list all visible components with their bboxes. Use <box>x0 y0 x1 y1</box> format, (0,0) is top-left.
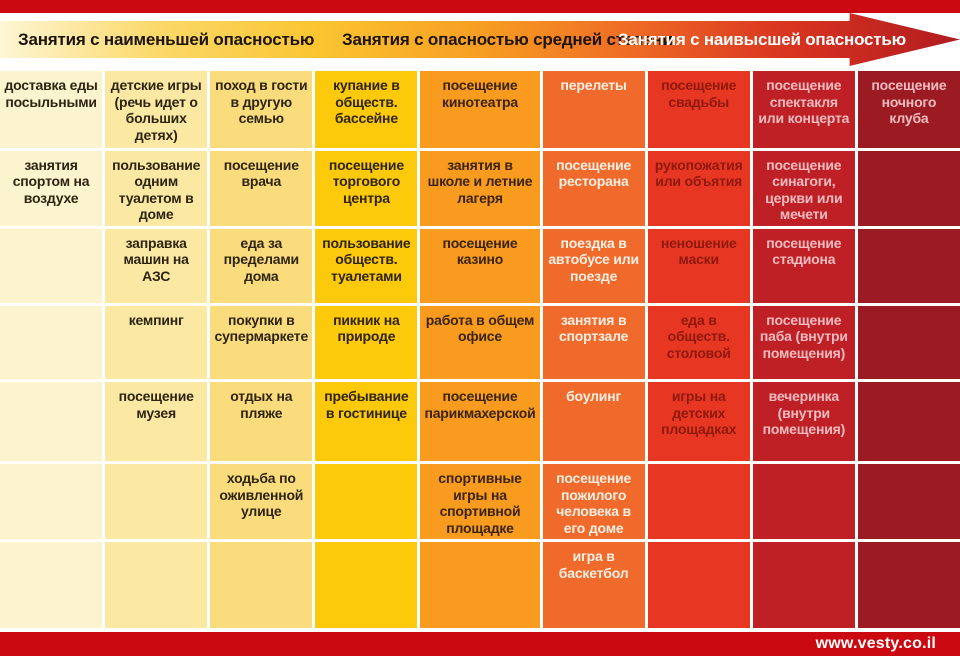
risk-column-5: посещение кинотеатра занятия в школе и ле… <box>420 71 540 628</box>
risk-column-2: детские игры (речь идет о больших детях)… <box>105 71 208 628</box>
risk-cell-r4-c3: покупки в супермаркете <box>210 305 313 380</box>
risk-cell-r4-c8: посещение паба (внутри помещения) <box>752 305 855 380</box>
risk-cell-r4-c7: еда в обществ. столовой <box>647 305 750 380</box>
risk-cell-r5-c6: боулинг <box>542 382 645 462</box>
risk-cell-r1-c3: поход в гости в другую семью <box>210 71 313 148</box>
risk-column-7: посещение свадьбы рукопожатия или объятия… <box>647 71 750 628</box>
risk-cell-r3-c2: заправка машин на АЗС <box>105 228 208 303</box>
risk-cell-r4-c6: занятия в спортзале <box>542 305 645 380</box>
risk-column-3: поход в гости в другую семью посещение вр… <box>210 71 313 628</box>
risk-cell-r5-c8: вечеринка (внутри помещения) <box>752 382 855 462</box>
risk-cell-r7-c8 <box>752 542 855 628</box>
risk-cell-r2-c7: рукопожатия или объятия <box>647 150 750 226</box>
footer-bar: www.vesty.co.il <box>0 632 960 656</box>
risk-cell-r7-c5 <box>420 542 540 628</box>
risk-cell-r4-c9 <box>857 305 960 380</box>
risk-cell-r6-c2 <box>105 464 208 540</box>
risk-cell-r6-c3: ходьба по оживленной улице <box>210 464 313 540</box>
risk-cell-r6-c8 <box>752 464 855 540</box>
risk-cell-r7-c9 <box>857 542 960 628</box>
risk-column-4: купание в обществ. бассейне посещение тор… <box>315 71 418 628</box>
risk-cell-r4-c4: пикник на природе <box>315 305 418 380</box>
risk-cell-r3-c8: посещение стадиона <box>752 228 855 303</box>
header-least-risk: Занятия с наименьшей опасностью <box>18 29 315 49</box>
risk-cell-r1-c2: детские игры (речь идет о больших детях) <box>105 71 208 148</box>
risk-cell-r6-c1 <box>0 464 103 540</box>
risk-cell-r1-c6: перелеты <box>542 71 645 148</box>
risk-cell-r2-c2: пользование одним туалетом в доме <box>105 150 208 226</box>
risk-cell-r5-c5: посещение парикмахерской <box>420 382 540 462</box>
risk-cell-r2-c8: посещение синагоги, церкви или мечети <box>752 150 855 226</box>
risk-cell-r3-c1 <box>0 228 103 303</box>
risk-cell-r2-c9 <box>857 150 960 226</box>
risk-cell-r1-c5: посещение кинотеатра <box>420 71 540 148</box>
risk-cell-r3-c6: поездка в автобусе или поезде <box>542 228 645 303</box>
header-highest-risk: Занятия с наивысшей опасностью <box>617 29 906 49</box>
risk-cell-r2-c3: посещение врача <box>210 150 313 226</box>
risk-cell-r5-c2: посещение музея <box>105 382 208 462</box>
risk-cell-r7-c3 <box>210 542 313 628</box>
risk-cell-r5-c1 <box>0 382 103 462</box>
risk-cell-r7-c4 <box>315 542 418 628</box>
risk-cell-r2-c6: посещение ресторана <box>542 150 645 226</box>
risk-cell-r3-c4: пользование обществ. туалетами <box>315 228 418 303</box>
risk-cell-r7-c7 <box>647 542 750 628</box>
risk-cell-r1-c9: посещение ночного клуба <box>857 71 960 148</box>
risk-cell-r3-c5: посещение казино <box>420 228 540 303</box>
risk-cell-r6-c4 <box>315 464 418 540</box>
risk-cell-r6-c7 <box>647 464 750 540</box>
risk-cell-r6-c5: спортивные игры на спортивной площадке <box>420 464 540 540</box>
risk-cell-r1-c4: купание в обществ. бассейне <box>315 71 418 148</box>
risk-column-8: посещение спектакля или концерта посещени… <box>752 71 855 628</box>
risk-cell-r5-c4: пребывание в гостинице <box>315 382 418 462</box>
risk-cell-r5-c3: отдых на пляже <box>210 382 313 462</box>
risk-cell-r2-c4: посещение торгового центра <box>315 150 418 226</box>
risk-cell-r4-c1 <box>0 305 103 380</box>
gradient-arrow-shape <box>0 13 960 66</box>
risk-column-6: перелеты посещение ресторана поездка в авт… <box>542 71 645 628</box>
risk-cell-r1-c7: посещение свадьбы <box>647 71 750 148</box>
risk-cell-r7-c1 <box>0 542 103 628</box>
risk-cell-r1-c1: доставка еды посыльными <box>0 71 103 148</box>
risk-cell-r4-c2: кемпинг <box>105 305 208 380</box>
header-medium-risk: Занятия с опасностью средней степени <box>342 29 673 49</box>
risk-column-9: посещение ночного клуба <box>857 71 960 628</box>
risk-cell-r6-c9 <box>857 464 960 540</box>
risk-cell-r3-c3: еда за пределами дома <box>210 228 313 303</box>
risk-column-1: доставка еды посыльными занятия спортом н… <box>0 71 103 628</box>
risk-table: доставка еды посыльными занятия спортом н… <box>0 71 960 628</box>
risk-cell-r1-c8: посещение спектакля или концерта <box>752 71 855 148</box>
risk-gradient-banner: Занятия с наименьшей опасностью Занятия … <box>0 13 960 66</box>
top-red-bar <box>0 0 960 13</box>
risk-cell-r5-c7: игры на детских площадках <box>647 382 750 462</box>
site-url: www.vesty.co.il <box>815 635 936 652</box>
risk-cell-r4-c5: работа в общем офисе <box>420 305 540 380</box>
risk-cell-r3-c7: неношение маски <box>647 228 750 303</box>
risk-cell-r6-c6: посещение пожилого человека в его доме <box>542 464 645 540</box>
risk-cell-r2-c5: занятия в школе и летние лагеря <box>420 150 540 226</box>
risk-cell-r2-c1: занятия спортом на воздухе <box>0 150 103 226</box>
risk-cell-r5-c9 <box>857 382 960 462</box>
risk-cell-r7-c2 <box>105 542 208 628</box>
risk-cell-r7-c6: игра в баскетбол <box>542 542 645 628</box>
risk-cell-r3-c9 <box>857 228 960 303</box>
